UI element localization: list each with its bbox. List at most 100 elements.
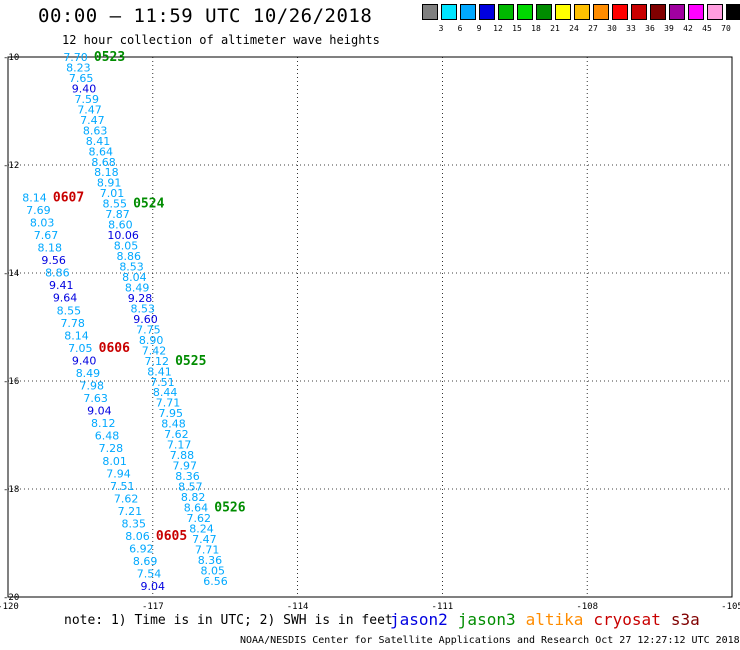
wave-height-label: 8.49 bbox=[125, 281, 150, 294]
wave-height-label: 9.04 bbox=[87, 405, 112, 418]
map-frame bbox=[7, 56, 733, 598]
wave-height-label: 8.44 bbox=[153, 386, 178, 399]
legend-entry-cryosat: cryosat bbox=[593, 610, 661, 629]
colorbar-label: 12 bbox=[493, 24, 503, 33]
colorbar-swatch bbox=[498, 4, 514, 20]
legend-entry-jason2: jason2 bbox=[390, 610, 448, 629]
wave-height-label: 7.87 bbox=[105, 208, 130, 221]
wave-height-label: 8.86 bbox=[45, 267, 70, 280]
wave-height-label: 8.06 bbox=[125, 530, 150, 543]
wave-height-label: 8.18 bbox=[38, 242, 63, 255]
colorbar-swatch bbox=[479, 4, 495, 20]
colorbar-label: 42 bbox=[683, 24, 693, 33]
wave-height-label: 7.47 bbox=[77, 103, 102, 116]
y-tick-label: -10 bbox=[3, 53, 19, 63]
colorbar-swatch bbox=[669, 4, 685, 20]
pass-time-label: 0605 bbox=[156, 529, 187, 544]
colorbar-label: 15 bbox=[512, 24, 522, 33]
wave-height-label: 7.21 bbox=[118, 505, 143, 518]
wave-height-label: 7.05 bbox=[68, 342, 93, 355]
colorbar-swatch bbox=[536, 4, 552, 20]
wave-height-label: 8.05 bbox=[114, 240, 139, 253]
x-tick-label: -117 bbox=[142, 602, 164, 612]
wave-height-label: 8.23 bbox=[66, 61, 91, 74]
wave-height-label: 8.41 bbox=[86, 135, 111, 148]
wave-height-label: 7.42 bbox=[142, 344, 167, 357]
wave-height-label: 8.03 bbox=[30, 216, 55, 229]
wave-height-label: 8.82 bbox=[181, 491, 206, 504]
wave-height-label: 8.35 bbox=[121, 517, 146, 530]
wave-height-label: 7.65 bbox=[69, 72, 94, 85]
y-tick-label: -18 bbox=[3, 485, 19, 495]
wave-height-label: 8.64 bbox=[184, 501, 209, 514]
wave-height-label: 7.17 bbox=[167, 439, 192, 452]
colorbar-swatch bbox=[593, 4, 609, 20]
colorbar-label: 45 bbox=[702, 24, 712, 33]
wave-height-label: 7.71 bbox=[195, 543, 220, 556]
wave-height-label: 8.64 bbox=[89, 145, 114, 158]
colorbar-swatch bbox=[441, 4, 457, 20]
wave-height-label: 8.69 bbox=[133, 555, 158, 568]
wave-height-label: 7.51 bbox=[150, 376, 175, 389]
wave-height-label: 7.28 bbox=[99, 442, 124, 455]
wave-height-label: 8.05 bbox=[200, 564, 225, 577]
wave-height-label: 9.40 bbox=[72, 82, 97, 95]
colorbar-swatch bbox=[631, 4, 647, 20]
colorbar-label: 39 bbox=[664, 24, 674, 33]
wave-height-label: 7.98 bbox=[80, 380, 105, 393]
wave-height-label: 8.53 bbox=[131, 302, 156, 315]
wave-height-label: 7.47 bbox=[80, 114, 105, 127]
wave-height-label: 7.47 bbox=[192, 533, 217, 546]
colorbar-swatch bbox=[726, 4, 740, 20]
pass-time-label: 0523 bbox=[94, 50, 125, 65]
wave-height-label: 8.36 bbox=[175, 470, 200, 483]
wave-height-label: 9.60 bbox=[133, 313, 158, 326]
wave-height-label: 7.62 bbox=[164, 428, 189, 441]
colorbar-swatch bbox=[707, 4, 723, 20]
wave-height-label: 8.53 bbox=[119, 261, 144, 274]
colorbar-swatch bbox=[555, 4, 571, 20]
wave-height-label: 9.64 bbox=[53, 292, 78, 305]
wave-height-label: 7.88 bbox=[170, 449, 195, 462]
y-tick-label: -14 bbox=[3, 269, 19, 279]
colorbar-label: 33 bbox=[626, 24, 636, 33]
wave-height-label: 9.04 bbox=[141, 580, 166, 593]
pass-time-label: 0525 bbox=[175, 354, 206, 369]
wave-height-label: 7.78 bbox=[60, 317, 85, 330]
wave-height-label: 8.86 bbox=[117, 250, 142, 263]
chart-title: 00:00 – 11:59 UTC 10/26/2018 bbox=[38, 5, 373, 27]
colorbar-label: 3 bbox=[438, 24, 444, 33]
colorbar-label: 70 bbox=[721, 24, 731, 33]
wave-height-label: 8.90 bbox=[139, 334, 164, 347]
wave-height-label: 8.49 bbox=[76, 367, 101, 380]
wave-height-label: 8.63 bbox=[83, 124, 108, 137]
colorbar-swatch bbox=[650, 4, 666, 20]
legend-entry-s3a: s3a bbox=[670, 610, 700, 629]
pass-time-label: 0526 bbox=[214, 500, 245, 515]
wave-height-label: 7.12 bbox=[145, 355, 170, 368]
wave-height-label: 7.70 bbox=[63, 51, 88, 64]
units-note: note: 1) Time is in UTC; 2) SWH is in fe… bbox=[64, 613, 393, 628]
colorbar-swatch bbox=[612, 4, 628, 20]
wave-height-label: 8.68 bbox=[91, 156, 116, 169]
x-tick-label: -105 bbox=[721, 602, 740, 612]
wave-height-label: 7.69 bbox=[26, 204, 51, 217]
credit-footer: NOAA/NESDIS Center for Satellite Applica… bbox=[240, 635, 740, 646]
wave-height-label: 7.71 bbox=[156, 397, 181, 410]
x-tick-label: -114 bbox=[287, 602, 309, 612]
pass-time-label: 0524 bbox=[133, 197, 164, 212]
legend-entry-altika: altika bbox=[525, 610, 584, 629]
y-tick-label: -16 bbox=[3, 377, 19, 387]
colorbar-swatch bbox=[517, 4, 533, 20]
wave-height-label: 8.14 bbox=[64, 329, 89, 342]
colorbar-label: 18 bbox=[531, 24, 541, 33]
wave-height-label: 8.55 bbox=[103, 198, 128, 211]
pass-time-label: 0607 bbox=[53, 190, 84, 205]
x-tick-label: -111 bbox=[432, 602, 454, 612]
wave-height-label: 7.62 bbox=[186, 512, 211, 525]
colorbar-swatch bbox=[574, 4, 590, 20]
colorbar-label: 21 bbox=[550, 24, 560, 33]
chart-subtitle: 12 hour collection of altimeter wave hei… bbox=[62, 33, 380, 47]
wave-height-label: 7.54 bbox=[137, 568, 162, 581]
wave-height-label: 8.24 bbox=[189, 522, 214, 535]
